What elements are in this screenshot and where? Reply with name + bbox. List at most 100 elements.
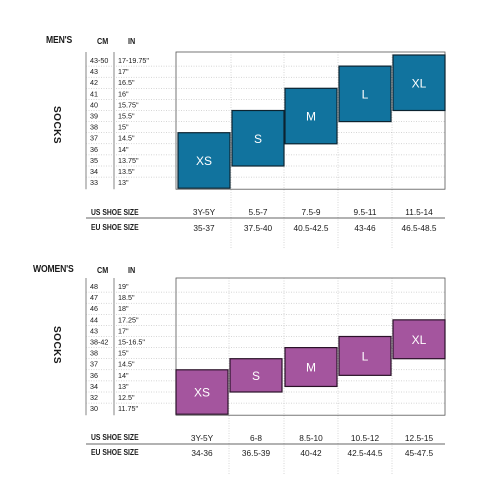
mens-row-cm: 39 (90, 111, 98, 120)
womens-row-cm: 34 (90, 382, 98, 391)
mens-row-cm: 40 (90, 100, 98, 109)
mens-row-in: 14" (118, 145, 129, 154)
mens-in-header: IN (128, 36, 136, 46)
mens-us-size-value: 3Y-5Y (193, 207, 216, 217)
mens-eu-size-value: 37.5-40 (244, 223, 273, 233)
mens-eu-size-value: 46.5-48.5 (401, 223, 436, 233)
mens-row-in: 13.75" (118, 156, 139, 165)
mens-row-cm: 34 (90, 167, 98, 176)
mens-us-size-value: 7.5-9 (302, 207, 321, 217)
mens-eu-size-value: 40.5-42.5 (293, 223, 328, 233)
mens-size-box-s (231, 109, 285, 167)
womens-row-cm: 36 (90, 371, 98, 380)
womens-us-size-value: 10.5-12 (351, 433, 380, 443)
womens-row-cm: 38 (90, 349, 98, 358)
womens-size-label-m: M (306, 361, 316, 375)
mens-row-in: 14.5" (118, 134, 135, 143)
womens-row-in: 17.25" (118, 315, 139, 324)
mens-row-cm: 43-50 (90, 56, 108, 65)
womens-us-size-value: 3Y-5Y (191, 433, 214, 443)
womens-row-in: 18.5" (118, 293, 135, 302)
mens-title: MEN'S (46, 34, 73, 46)
womens-eu-label: EU SHOE SIZE (91, 447, 139, 457)
womens-row-cm: 38-42 (90, 337, 108, 346)
mens-size-label-xl: XL (412, 76, 427, 90)
mens-eu-size-value: 43-46 (354, 223, 376, 233)
womens-row-in: 14.5" (118, 360, 135, 369)
womens-us-size-value: 8.5-10 (299, 433, 323, 443)
mens-us-size-value: 11.5-14 (405, 207, 433, 217)
mens-size-label-l: L (362, 87, 369, 101)
womens-row-cm: 37 (90, 360, 98, 369)
mens-size-label-m: M (306, 110, 316, 124)
mens-us-label: US SHOE SIZE (91, 207, 139, 217)
womens-row-in: 15-16.5" (118, 337, 145, 346)
womens-row-cm: 44 (90, 315, 98, 324)
womens-row-in: 14" (118, 371, 129, 380)
womens-row-cm: 48 (90, 282, 98, 291)
womens-us-label: US SHOE SIZE (91, 432, 139, 442)
mens-row-cm: 42 (90, 78, 98, 87)
womens-us-size-value: 12.5-15 (405, 433, 434, 443)
mens-size-box-l (338, 65, 392, 123)
womens-row-cm: 46 (90, 304, 98, 313)
womens-row-in: 11.75" (118, 404, 138, 413)
mens-row-cm: 35 (90, 156, 98, 165)
womens-eu-size-value: 36.5-39 (242, 448, 271, 458)
mens-row-in: 16" (118, 89, 129, 98)
womens-eu-size-value: 42.5-44.5 (347, 448, 382, 458)
womens-row-in: 13" (118, 382, 129, 391)
womens-row-cm: 43 (90, 326, 98, 335)
mens-row-cm: 36 (90, 145, 98, 154)
mens-eu-label: EU SHOE SIZE (91, 222, 139, 232)
womens-row-cm: 47 (90, 293, 98, 302)
mens-us-size-value: 9.5-11 (354, 207, 377, 217)
womens-row-in: 17" (118, 326, 129, 335)
mens-us-size-value: 5.5-7 (249, 207, 268, 217)
womens-row-in: 18" (118, 304, 129, 313)
mens-row-cm: 38 (90, 123, 98, 132)
womens-eu-size-value: 34-36 (191, 448, 213, 458)
mens-size-label-s: S (254, 132, 262, 146)
womens-eu-size-value: 40-42 (300, 448, 322, 458)
mens-row-in: 15" (118, 123, 129, 132)
mens-row-in: 16.5" (118, 78, 135, 87)
womens-size-box-m (284, 347, 338, 388)
mens-cm-header: CM (97, 36, 109, 46)
mens-plot-frame (175, 51, 446, 190)
womens-title: WOMEN'S (33, 263, 74, 275)
womens-size-label-xl: XL (412, 333, 427, 347)
womens-size-box-s (229, 358, 283, 393)
womens-row-cm: 30 (90, 404, 98, 413)
womens-size-box-l (338, 335, 392, 376)
mens-row-cm: 43 (90, 67, 98, 76)
womens-us-size-value: 6-8 (250, 433, 262, 443)
womens-size-box-xl (392, 319, 446, 360)
mens-row-in: 15.5" (118, 111, 135, 120)
mens-row-in: 13.5" (118, 167, 135, 176)
womens-row-in: 15" (118, 349, 129, 358)
womens-size-label-xs: XS (194, 386, 210, 400)
womens-size-label-l: L (362, 349, 369, 363)
mens-size-label-xs: XS (196, 154, 212, 168)
womens-eu-size-value: 45-47.5 (405, 448, 434, 458)
mens-size-box-xl (392, 54, 446, 112)
mens-row-in: 17-19.75" (118, 56, 149, 65)
womens-row-in: 12.5" (118, 393, 135, 402)
womens-size-box-xs (175, 369, 229, 415)
mens-eu-size-value: 35-37 (193, 223, 215, 233)
mens-size-box-m (284, 87, 338, 145)
mens-size-box-xs (177, 132, 231, 189)
womens-row-in: 19" (118, 282, 129, 291)
mens-row-cm: 33 (90, 178, 98, 187)
mens-row-in: 15.75" (118, 100, 139, 109)
mens-row-in: 17" (118, 67, 129, 76)
womens-row-cm: 32 (90, 393, 98, 402)
womens-cm-header: CM (97, 265, 109, 275)
mens-row-cm: 37 (90, 134, 98, 143)
womens-size-label-s: S (252, 369, 260, 383)
mens-row-in: 13" (118, 178, 129, 187)
womens-in-header: IN (128, 265, 136, 275)
